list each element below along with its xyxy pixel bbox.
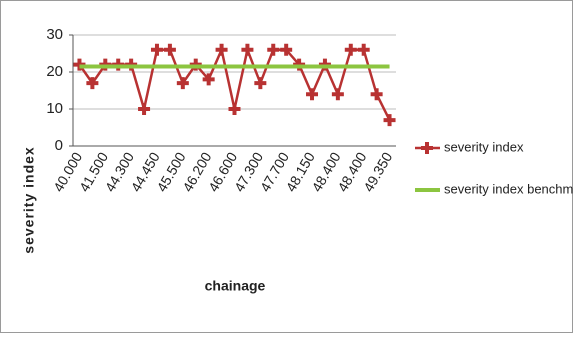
x-axis-title: chainage [205, 278, 266, 294]
marker [383, 114, 396, 127]
legend-label: severity index benchmark [444, 181, 573, 196]
legend-marker [421, 142, 433, 154]
marker [344, 43, 357, 56]
y-tick-label: 30 [46, 26, 63, 43]
marker [370, 88, 383, 101]
marker [241, 43, 254, 56]
y-tick-label: 0 [55, 137, 63, 154]
marker [331, 88, 344, 101]
marker [254, 77, 267, 90]
marker [86, 77, 99, 90]
y-tick-label: 20 [46, 63, 63, 80]
marker [228, 103, 241, 115]
marker [215, 43, 228, 56]
marker [357, 43, 370, 56]
marker [202, 73, 215, 86]
y-axis-title: severity index [21, 146, 37, 253]
marker [163, 43, 176, 56]
marker [306, 88, 319, 101]
marker [138, 103, 151, 115]
legend-label: severity index [444, 139, 524, 154]
y-tick-label: 10 [46, 100, 63, 117]
marker [267, 43, 280, 56]
marker [150, 43, 163, 56]
marker [280, 43, 293, 56]
marker [176, 77, 189, 90]
